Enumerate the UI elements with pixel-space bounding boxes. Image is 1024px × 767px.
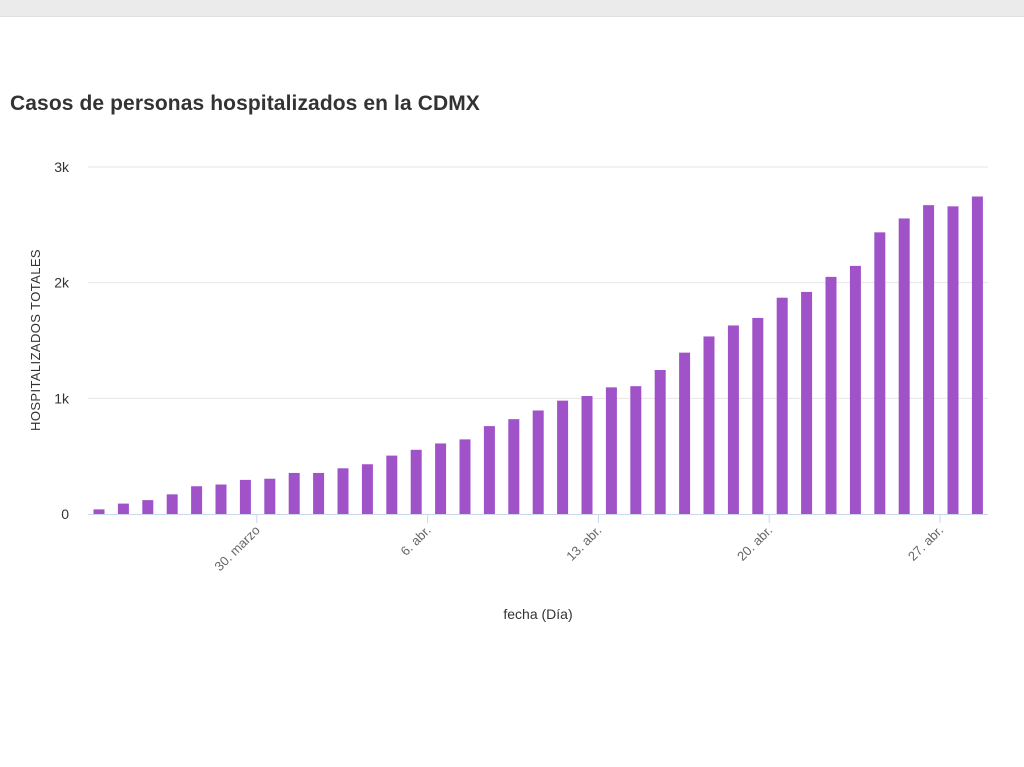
gridlines bbox=[88, 166, 988, 399]
bar bbox=[459, 439, 471, 514]
x-tick-label: 6. abr. bbox=[398, 523, 434, 559]
bar bbox=[239, 479, 251, 514]
bar bbox=[435, 443, 447, 514]
bar bbox=[532, 410, 544, 514]
y-tick-label: 3k bbox=[54, 159, 70, 175]
bar bbox=[410, 449, 422, 514]
bar bbox=[703, 336, 715, 514]
bar bbox=[581, 396, 593, 514]
bar bbox=[630, 386, 642, 514]
bar bbox=[898, 218, 910, 514]
bar bbox=[874, 232, 886, 514]
bar bbox=[215, 484, 227, 514]
bar bbox=[923, 205, 935, 515]
bar bbox=[264, 478, 276, 514]
bar bbox=[142, 500, 154, 514]
bar bbox=[288, 472, 300, 514]
bar bbox=[776, 297, 788, 514]
x-tick-label: 20. abr. bbox=[734, 523, 775, 564]
x-axis-title: fecha (Día) bbox=[503, 606, 572, 622]
bar bbox=[971, 196, 983, 514]
bar bbox=[117, 503, 129, 514]
bar bbox=[483, 426, 495, 514]
bars bbox=[93, 196, 983, 515]
y-tick-label: 1k bbox=[54, 390, 70, 406]
bar bbox=[654, 370, 666, 514]
bar bbox=[679, 352, 691, 514]
x-tick-label: 30. marzo bbox=[211, 523, 262, 574]
bar bbox=[825, 276, 837, 514]
bar bbox=[849, 265, 861, 514]
y-tick-label: 2k bbox=[54, 275, 70, 291]
bar bbox=[508, 419, 520, 514]
bar bbox=[605, 387, 617, 514]
y-axis-title: HOSPITALIZADOS TOTALES bbox=[28, 249, 43, 431]
chart-title: Casos de personas hospitalizados en la C… bbox=[10, 92, 480, 115]
bar bbox=[166, 494, 178, 514]
bar bbox=[386, 455, 398, 514]
bar bbox=[313, 472, 325, 514]
bar bbox=[361, 464, 373, 514]
x-axis-ticks: 30. marzo 6. abr. 13. abr. 20. abr. 27. abr. bbox=[211, 514, 946, 574]
x-tick-label: 13. abr. bbox=[563, 523, 604, 564]
bar bbox=[557, 400, 569, 514]
bar bbox=[191, 486, 203, 514]
bar bbox=[93, 509, 105, 514]
y-tick-label: 0 bbox=[61, 506, 69, 522]
bar bbox=[752, 317, 764, 514]
bar bbox=[801, 291, 813, 514]
window-top-strip bbox=[0, 0, 1024, 17]
y-axis-ticks: 0 1k 2k 3k bbox=[54, 159, 70, 522]
bar bbox=[947, 206, 959, 514]
bar bbox=[727, 325, 739, 514]
bar bbox=[337, 468, 349, 514]
x-tick-label: 27. abr. bbox=[905, 523, 946, 564]
